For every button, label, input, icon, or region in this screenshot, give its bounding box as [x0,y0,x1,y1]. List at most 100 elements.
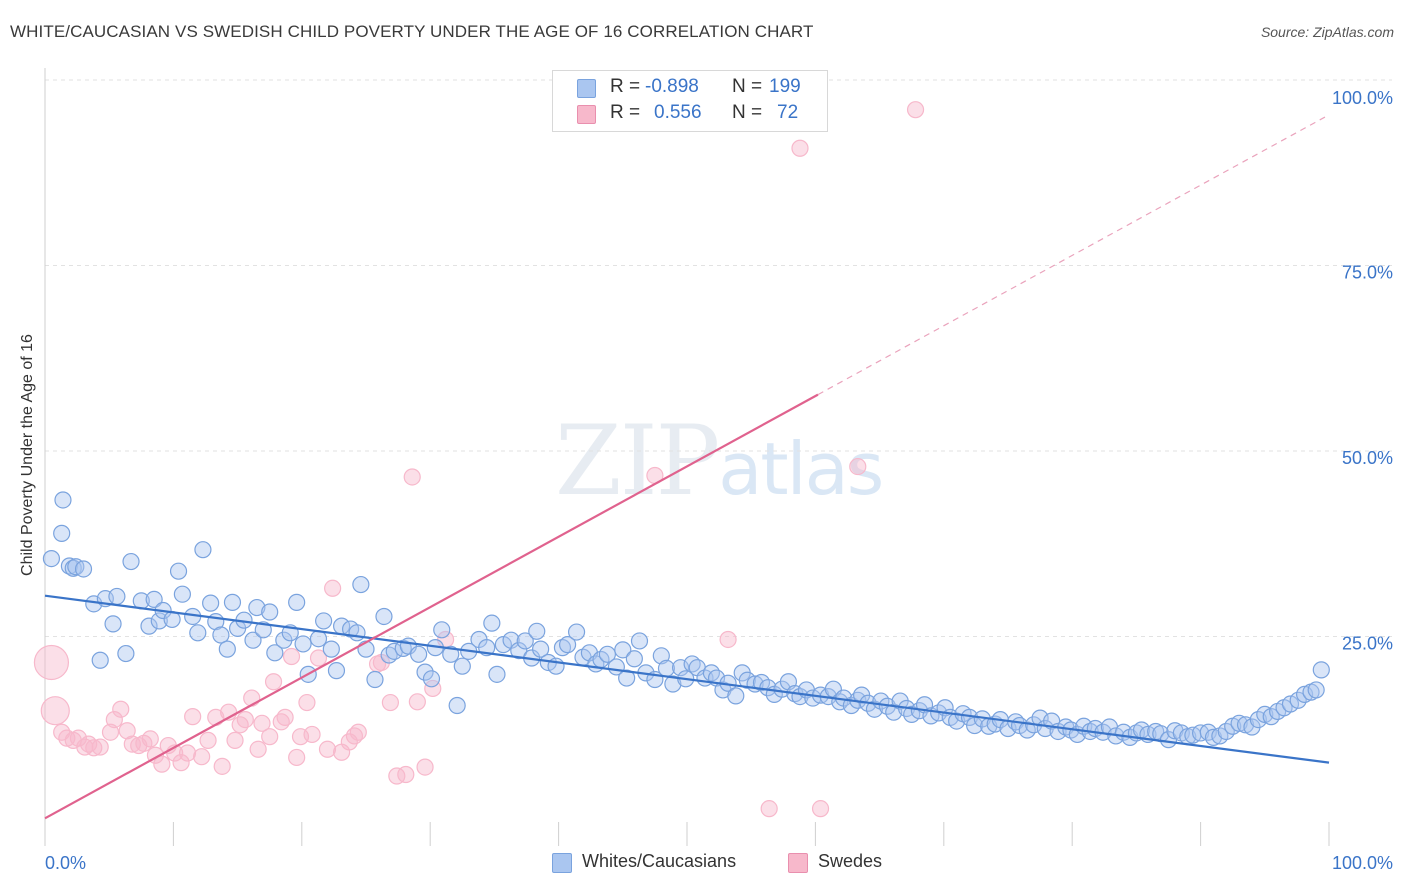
legend-swatch-swedes [577,105,596,124]
legend-r-label: R = [610,76,641,97]
swedes-point [178,744,197,762]
bottom-legend-swatch-whites [552,853,572,873]
swedes-point [276,708,294,726]
bottom-legend-label-whites: Whites/Caucasians [582,851,737,871]
swedes-point [261,728,279,746]
legend-r-value: 0.556 [654,102,702,123]
swedes-point [791,139,809,157]
swedes-point [849,457,867,476]
whites-point [567,623,586,641]
whites-point [266,644,284,662]
whites-point [483,614,501,632]
whites-point [145,590,163,609]
swedes-point [324,579,342,597]
whites-point [630,632,649,650]
swedes-point [416,758,434,776]
whites-point [366,670,384,689]
whites-point [189,624,207,642]
whites-point [510,641,528,660]
watermark-zip: ZIP [555,405,720,517]
swedes-point [172,754,190,772]
whites-point [1256,705,1274,724]
whites-point [104,615,122,633]
swedes-point [40,696,70,726]
whites-point [91,651,109,669]
whites-point [652,647,670,665]
whites-point [410,645,428,663]
whites-point [218,640,236,658]
whites-point [614,641,632,659]
legend-swatch-whites [577,79,596,98]
watermark: ZIPatlas [555,405,884,517]
legend-n-value: 199 [769,76,801,97]
whites-point [625,650,643,668]
whites-point [516,632,534,650]
swedes-point [249,740,267,758]
swedes-point [112,700,130,718]
swedes-trend-extension [817,114,1330,396]
whites-point [315,612,333,630]
whites-point [1307,681,1325,699]
whites-point [294,635,312,653]
swedes-point [253,714,271,732]
swedes-point [298,693,316,712]
whites-point [433,621,451,639]
whites-point [528,622,546,640]
whites-point [702,664,720,682]
swedes-point [349,723,367,741]
whites-point [422,670,441,688]
whites-point [442,645,460,663]
whites-point [261,603,279,621]
swedes-point [397,765,415,784]
whites-point [309,630,328,648]
whites-point [532,640,550,658]
swedes-point [309,649,328,667]
swedes-point [199,731,217,749]
legend-n-value: 72 [777,102,799,123]
whites-point [448,696,466,715]
swedes-point [184,708,202,726]
whites-point [1289,691,1307,709]
whites-point [140,617,158,635]
whites-point [42,549,61,568]
y-tick-label: 25.0% [1342,634,1393,654]
x-tick-label: 100.0% [1332,853,1393,873]
whites-point [122,552,140,571]
watermark-atlas: atlas [718,427,884,511]
whites-point [664,675,682,693]
swedes-point [91,738,109,756]
swedes-point [69,729,87,747]
whites-point [558,636,577,654]
correlation-legend: R = -0.898 N = 199 R = 0.556 N = 72 [552,70,828,132]
swedes-point [403,468,421,486]
swedes-point [236,711,254,729]
y-tick-label: 100.0% [1332,88,1393,108]
whites-point [1312,661,1330,679]
whites-point [288,593,306,611]
source-label: Source: ZipAtlas.com [1260,24,1394,40]
whites-point [375,607,393,626]
swedes-point [213,757,231,775]
swedes-point [719,630,737,649]
whites-point [74,560,93,578]
whites-point [727,687,745,705]
whites-point [248,598,266,617]
legend-n-label: N = [732,102,763,123]
swedes-point [153,755,171,773]
whites-point [223,593,242,611]
swedes-point [318,740,337,758]
whites-point [53,524,71,542]
y-tick-label: 75.0% [1342,263,1393,283]
whites-point [618,669,636,687]
swedes-point [85,739,103,757]
x-tick-label: 0.0% [45,853,86,873]
whites-point [54,491,72,509]
whites-point [1236,716,1255,734]
whites-point [169,562,188,580]
swedes-point [141,730,159,748]
swedes-point [231,716,249,734]
whites-point [327,662,346,680]
legend-n-label: N = [732,76,763,97]
swedes-point [264,673,283,691]
